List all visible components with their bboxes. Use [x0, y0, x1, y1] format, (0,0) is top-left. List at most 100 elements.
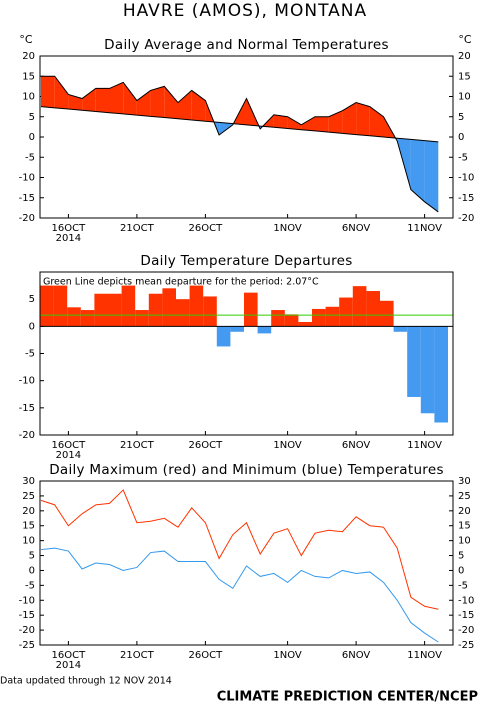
y-tick-label: -15: [19, 610, 35, 621]
bar: [257, 326, 272, 334]
bar: [162, 288, 176, 327]
x-tick-label: 1NOV: [273, 223, 302, 234]
y-tick-label: 10: [22, 536, 35, 547]
departure-fill: [301, 116, 315, 131]
y-tick-label-right: 15: [458, 521, 471, 532]
x-tick-label: 6NOV: [342, 440, 371, 451]
y-tick-label: -15: [19, 403, 35, 414]
panel-title: Daily Average and Normal Temperatures: [104, 37, 389, 53]
y-tick-label: -10: [19, 173, 35, 184]
series-line: [40, 489, 439, 610]
y-tick-label: -10: [19, 376, 35, 387]
x-tick-label: 26OCT: [189, 650, 224, 661]
y-tick-label-right: -20: [458, 625, 474, 636]
x-tick-label: 11NOV: [407, 650, 442, 661]
y-tick-label: 20: [22, 51, 35, 62]
y-tick-label-right: 5: [458, 551, 464, 562]
y-tick-label: 15: [22, 71, 35, 82]
y-tick-label-right: 30: [458, 476, 471, 487]
departure-fill: [342, 102, 357, 135]
x-year-label: 2014: [56, 233, 81, 244]
bar: [325, 306, 340, 327]
y-tick-label: -25: [19, 640, 35, 651]
bar: [121, 285, 136, 327]
y-tick-label: -20: [19, 625, 35, 636]
departure-fill: [315, 116, 329, 133]
bar: [67, 307, 81, 327]
y-tick-label-right: -5: [458, 152, 468, 163]
y-tick-label-right: -15: [458, 193, 474, 204]
x-year-label: 2014: [56, 660, 81, 671]
y-tick-label-right: -15: [458, 610, 474, 621]
y-tick-label-right: 20: [458, 506, 471, 517]
bar: [284, 314, 299, 327]
x-tick-label: 1NOV: [273, 650, 302, 661]
departure-fill: [123, 82, 137, 116]
bar: [271, 310, 285, 327]
y-unit-left: °C: [19, 33, 33, 46]
plot-frame: [39, 480, 454, 646]
bar: [352, 286, 367, 327]
bar: [53, 285, 68, 327]
y-tick-label: -10: [19, 595, 35, 606]
y-tick-label: 10: [22, 92, 35, 103]
departure-fill: [356, 102, 370, 136]
bar: [176, 299, 190, 327]
footer-note: Data updated through 12 NOV 2014: [0, 676, 172, 687]
y-tick-label-right: 15: [458, 71, 471, 82]
series-line: [40, 106, 439, 143]
departure-fill: [150, 86, 165, 118]
y-tick-label: 15: [22, 521, 35, 532]
x-tick-label: 11NOV: [407, 223, 442, 234]
y-tick-label-right: -5: [458, 580, 468, 591]
bar: [135, 310, 149, 327]
x-year-label: 2014: [56, 450, 81, 461]
x-tick-label: 16OCT: [52, 650, 87, 661]
y-tick-label: -5: [25, 580, 35, 591]
bar: [380, 300, 394, 327]
annotation: Green Line depicts mean departure for th…: [43, 277, 319, 288]
y-tick-label: -15: [19, 193, 35, 204]
departure-fill: [369, 106, 384, 137]
y-tick-label-right: 0: [458, 565, 464, 576]
bar: [244, 292, 258, 327]
x-tick-label: 11NOV: [407, 440, 442, 451]
panel-title: Daily Maximum (red) and Minimum (blue) T…: [49, 462, 444, 478]
bar: [216, 326, 231, 347]
y-tick-label: 20: [22, 506, 35, 517]
bar: [298, 321, 312, 327]
y-tick-label: 5: [29, 112, 35, 123]
y-tick-label: 0: [29, 321, 35, 332]
bar: [366, 291, 380, 327]
departure-fill: [95, 88, 110, 113]
bar: [80, 310, 95, 327]
departure-fill: [424, 140, 439, 212]
x-tick-label: 21OCT: [120, 650, 155, 661]
y-tick-label-right: -10: [458, 173, 474, 184]
y-tick-label: 0: [29, 565, 35, 576]
bar: [94, 293, 108, 327]
bar: [312, 308, 326, 327]
y-tick-label: 0: [29, 132, 35, 143]
y-unit-right: °C: [458, 33, 472, 46]
y-tick-label: 5: [29, 294, 35, 305]
departure-fill: [410, 139, 425, 202]
series-line: [41, 75, 439, 213]
y-tick-label-right: 10: [458, 536, 471, 547]
y-tick-label: 30: [22, 476, 35, 487]
departure-fill: [82, 88, 96, 112]
y-tick-label-right: 25: [458, 491, 471, 502]
x-tick-label: 6NOV: [342, 223, 371, 234]
x-tick-label: 6NOV: [342, 650, 371, 661]
departure-fill: [41, 76, 55, 108]
x-tick-label: 16OCT: [52, 440, 87, 451]
x-tick-label: 1NOV: [273, 440, 302, 451]
departure-fill: [287, 116, 302, 130]
y-tick-label: -20: [19, 430, 35, 441]
y-tick-label: -5: [25, 152, 35, 163]
y-tick-label: -20: [19, 213, 35, 224]
plot-frame: [39, 271, 454, 436]
y-tick-label-right: 20: [458, 51, 471, 62]
x-tick-label: 21OCT: [120, 223, 155, 234]
